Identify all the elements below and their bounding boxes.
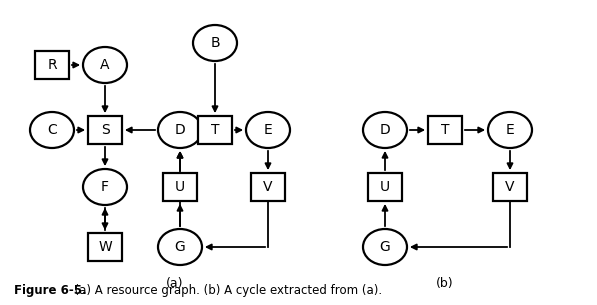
- Text: T: T: [211, 123, 219, 137]
- Ellipse shape: [363, 112, 407, 148]
- FancyBboxPatch shape: [428, 116, 462, 144]
- FancyBboxPatch shape: [493, 173, 527, 201]
- Text: (a): (a): [166, 277, 184, 289]
- Text: S: S: [101, 123, 109, 137]
- Text: E: E: [264, 123, 272, 137]
- Ellipse shape: [83, 47, 127, 83]
- Ellipse shape: [30, 112, 74, 148]
- Text: G: G: [175, 240, 186, 254]
- Ellipse shape: [488, 112, 532, 148]
- FancyBboxPatch shape: [163, 173, 197, 201]
- Text: A: A: [100, 58, 110, 72]
- Text: F: F: [101, 180, 109, 194]
- Text: T: T: [441, 123, 450, 137]
- Ellipse shape: [363, 229, 407, 265]
- Text: U: U: [175, 180, 185, 194]
- Text: D: D: [380, 123, 390, 137]
- FancyBboxPatch shape: [368, 173, 402, 201]
- FancyBboxPatch shape: [88, 233, 122, 261]
- Ellipse shape: [193, 25, 237, 61]
- Text: D: D: [175, 123, 186, 137]
- FancyBboxPatch shape: [88, 116, 122, 144]
- Text: W: W: [98, 240, 112, 254]
- Text: (a) A resource graph. (b) A cycle extracted from (a).: (a) A resource graph. (b) A cycle extrac…: [67, 284, 382, 297]
- Ellipse shape: [158, 229, 202, 265]
- Text: B: B: [210, 36, 220, 50]
- FancyBboxPatch shape: [251, 173, 285, 201]
- Text: V: V: [263, 180, 273, 194]
- Text: Figure 6-5.: Figure 6-5.: [14, 284, 87, 297]
- Text: R: R: [47, 58, 57, 72]
- Ellipse shape: [246, 112, 290, 148]
- Text: (b): (b): [436, 277, 454, 289]
- Ellipse shape: [83, 169, 127, 205]
- Text: E: E: [506, 123, 515, 137]
- Text: V: V: [505, 180, 515, 194]
- FancyBboxPatch shape: [35, 51, 69, 79]
- FancyBboxPatch shape: [198, 116, 232, 144]
- Text: U: U: [380, 180, 390, 194]
- Text: C: C: [47, 123, 57, 137]
- Ellipse shape: [158, 112, 202, 148]
- Text: G: G: [380, 240, 390, 254]
